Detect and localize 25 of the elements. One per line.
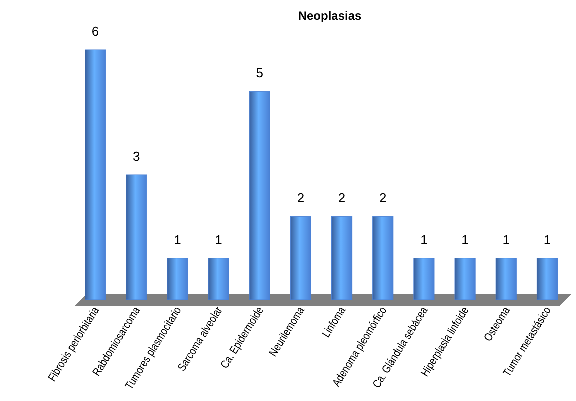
bar — [536, 258, 558, 300]
data-label: 1 — [462, 232, 469, 248]
bar — [208, 258, 230, 300]
bar — [496, 258, 517, 300]
data-label: 2 — [297, 190, 305, 206]
bar — [454, 258, 476, 300]
data-label: 1 — [215, 232, 222, 248]
data-label: 6 — [92, 24, 100, 39]
data-label: 1 — [502, 232, 510, 248]
bar — [249, 91, 270, 300]
data-label: 5 — [256, 66, 264, 81]
bar — [85, 50, 106, 300]
data-label: 3 — [133, 149, 140, 164]
chart-title: Neoplasias — [298, 9, 362, 23]
bar — [167, 258, 188, 300]
data-label: 2 — [380, 190, 387, 206]
data-label: 1 — [420, 232, 428, 248]
bar — [372, 216, 394, 300]
bar — [126, 174, 148, 300]
bar — [290, 216, 312, 300]
bar — [332, 216, 353, 300]
data-label: 1 — [174, 232, 182, 248]
data-label: 2 — [338, 190, 346, 206]
bar — [414, 258, 435, 300]
data-label: 1 — [544, 232, 552, 248]
